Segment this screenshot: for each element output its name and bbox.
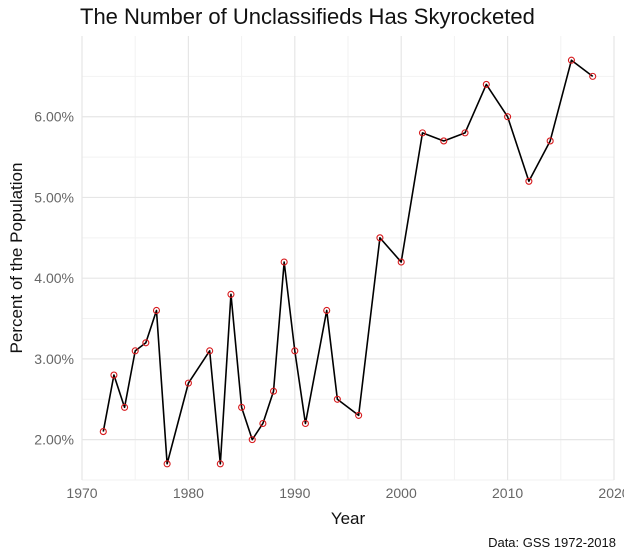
y-axis-title: Percent of the Population bbox=[7, 163, 26, 354]
x-tick-label: 1990 bbox=[279, 485, 310, 501]
data-point bbox=[567, 56, 575, 64]
data-point bbox=[280, 258, 288, 266]
series-layer bbox=[99, 56, 597, 468]
x-tick-label: 2000 bbox=[386, 485, 417, 501]
data-point bbox=[121, 403, 129, 411]
grid-major bbox=[81, 36, 615, 480]
data-point bbox=[248, 436, 256, 444]
x-axis-title: Year bbox=[331, 509, 366, 528]
data-point bbox=[504, 113, 512, 121]
data-point bbox=[206, 347, 214, 355]
data-point bbox=[525, 177, 533, 185]
x-tick-label: 2020 bbox=[598, 485, 624, 501]
data-point bbox=[333, 395, 341, 403]
data-point bbox=[163, 460, 171, 468]
data-point bbox=[376, 234, 384, 242]
series-line bbox=[102, 59, 594, 465]
x-tick-label: 1980 bbox=[173, 485, 204, 501]
data-point bbox=[397, 258, 405, 266]
data-point bbox=[110, 371, 118, 379]
x-tick-label: 1970 bbox=[66, 485, 97, 501]
grid-minor bbox=[82, 36, 614, 481]
data-point bbox=[269, 387, 278, 395]
y-tick-labels: 2.00% 3.00% 4.00% 5.00% 6.00% bbox=[34, 109, 74, 448]
y-tick-label: 5.00% bbox=[34, 189, 74, 205]
y-tick-label: 2.00% bbox=[34, 432, 74, 448]
data-point bbox=[291, 347, 299, 355]
y-tick-label: 3.00% bbox=[34, 351, 74, 367]
data-point bbox=[355, 411, 363, 419]
data-point bbox=[216, 460, 224, 468]
data-point bbox=[259, 419, 267, 428]
data-point bbox=[482, 80, 490, 88]
data-point bbox=[323, 306, 331, 315]
data-point bbox=[238, 403, 246, 411]
data-point bbox=[131, 347, 139, 355]
data-point bbox=[546, 137, 554, 145]
y-tick-label: 6.00% bbox=[34, 109, 74, 125]
x-tick-labels: 1970 1980 1990 2000 2010 2020 bbox=[66, 485, 624, 501]
data-point bbox=[99, 428, 107, 436]
y-tick-label: 4.00% bbox=[34, 270, 74, 286]
data-point bbox=[152, 306, 161, 315]
data-point bbox=[301, 419, 309, 428]
data-point bbox=[227, 290, 235, 298]
caption: Data: GSS 1972-2018 bbox=[488, 535, 616, 550]
x-tick-label: 2010 bbox=[492, 485, 523, 501]
data-point bbox=[184, 379, 192, 387]
data-point bbox=[440, 137, 448, 145]
data-point bbox=[142, 339, 150, 347]
data-point bbox=[418, 129, 427, 137]
data-point bbox=[461, 129, 469, 137]
chart-title: The Number of Unclassifieds Has Skyrocke… bbox=[80, 4, 535, 29]
data-point bbox=[589, 72, 597, 80]
